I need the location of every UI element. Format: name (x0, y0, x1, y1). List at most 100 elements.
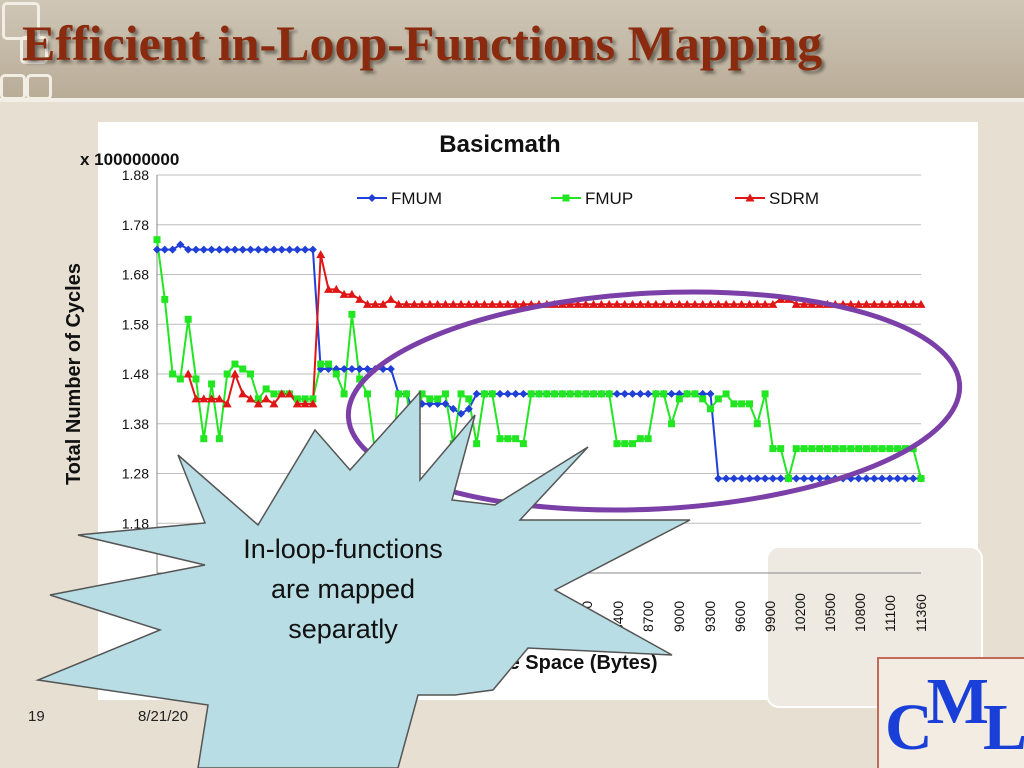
y-tick-label: 1.88 (122, 167, 149, 183)
data-point-fmum (729, 474, 738, 483)
data-point-sdrm (401, 299, 411, 308)
data-point-fmum (308, 245, 317, 254)
data-point-sdrm (791, 299, 801, 308)
data-point-sdrm (713, 299, 723, 308)
data-point-sdrm (339, 289, 349, 298)
data-point-fmup (215, 435, 223, 443)
data-point-fmup (753, 420, 761, 428)
y-tick-label: 1.48 (122, 366, 149, 382)
slide-number: 19 (28, 708, 45, 725)
data-point-fmum (184, 245, 193, 254)
data-point-fmup (239, 365, 247, 373)
callout-burst (35, 390, 691, 768)
data-point-fmum (885, 474, 894, 483)
data-point-fmum (441, 399, 450, 408)
data-point-sdrm (737, 299, 747, 308)
data-point-fmum (706, 389, 715, 398)
data-point-fmum (878, 474, 887, 483)
x-tick-label: 9900 (762, 601, 778, 632)
data-point-sdrm (596, 299, 606, 308)
data-point-sdrm (744, 299, 754, 308)
data-point-sdrm (706, 299, 716, 308)
data-point-sdrm (908, 299, 918, 308)
data-point-fmup (262, 385, 270, 393)
data-point-fmup (340, 390, 348, 398)
data-point-fmup (558, 390, 566, 398)
data-point-fmup (192, 375, 200, 383)
data-point-sdrm (433, 299, 443, 308)
data-point-fmup (488, 390, 496, 398)
data-point-sdrm (409, 299, 419, 308)
data-point-fmum (714, 474, 723, 483)
data-point-fmum (386, 365, 395, 374)
data-point-fmum (519, 389, 528, 398)
data-point-fmup (208, 380, 216, 388)
data-point-fmup (707, 405, 715, 413)
data-point-fmup (761, 390, 769, 398)
data-point-sdrm (604, 299, 614, 308)
y-tick-label: 1.68 (122, 267, 149, 283)
data-point-fmum (612, 389, 621, 398)
x-tick-label: 9300 (702, 601, 718, 632)
data-point-fmup (473, 440, 481, 448)
data-point-fmum (246, 245, 255, 254)
title-bar: Efficient in-Loop-Functions Mapping (0, 0, 1024, 100)
data-point-fmum (347, 365, 356, 374)
data-point-sdrm (261, 394, 271, 403)
data-point-fmup (894, 445, 902, 453)
data-point-fmup (480, 390, 488, 398)
data-point-fmup (566, 390, 574, 398)
data-point-sdrm (729, 299, 739, 308)
data-point-sdrm (573, 299, 583, 308)
data-point-fmup (301, 395, 309, 403)
data-point-fmup (504, 435, 512, 443)
data-point-fmup (254, 395, 262, 403)
data-point-fmup (668, 420, 676, 428)
data-point-sdrm (760, 299, 770, 308)
x-tick-label: 9600 (732, 601, 748, 632)
data-point-fmup (543, 390, 551, 398)
data-point-fmum (893, 474, 902, 483)
data-point-fmup (831, 445, 839, 453)
data-point-fmup (184, 315, 192, 323)
data-point-fmum (269, 245, 278, 254)
data-point-fmup (613, 440, 621, 448)
data-point-sdrm (331, 284, 341, 293)
cml-logo: CML (877, 657, 1024, 768)
data-point-sdrm (807, 299, 817, 308)
data-point-sdrm (752, 299, 762, 308)
data-point-fmum (909, 474, 918, 483)
data-point-fmum (199, 245, 208, 254)
data-point-sdrm (464, 299, 474, 308)
y-tick-label: 1.78 (122, 217, 149, 233)
legend-marker (562, 194, 570, 202)
data-point-sdrm (511, 299, 521, 308)
data-point-sdrm (877, 299, 887, 308)
data-point-sdrm (518, 299, 528, 308)
data-point-fmum (457, 409, 466, 418)
data-point-fmum (792, 474, 801, 483)
data-point-fmup (169, 370, 177, 378)
data-point-sdrm (222, 399, 232, 408)
chart-title: Basicmath (439, 131, 560, 158)
data-point-fmum (160, 245, 169, 254)
legend-marker (368, 194, 376, 202)
data-point-sdrm (799, 299, 809, 308)
data-point-sdrm (214, 394, 224, 403)
data-point-sdrm (620, 299, 630, 308)
data-point-sdrm (300, 399, 310, 408)
logo-letter-l: L (982, 691, 1024, 764)
data-point-fmup (597, 390, 605, 398)
data-point-sdrm (900, 299, 910, 308)
data-point-sdrm (230, 369, 240, 378)
data-point-fmup (823, 445, 831, 453)
data-point-sdrm (479, 299, 489, 308)
data-point-fmum (449, 404, 458, 413)
data-point-fmup (426, 395, 434, 403)
data-point-sdrm (846, 299, 856, 308)
data-point-fmup (200, 435, 208, 443)
data-point-fmup (270, 390, 278, 398)
legend-label-fmup: FMUP (585, 189, 633, 208)
data-point-fmup (816, 445, 824, 453)
